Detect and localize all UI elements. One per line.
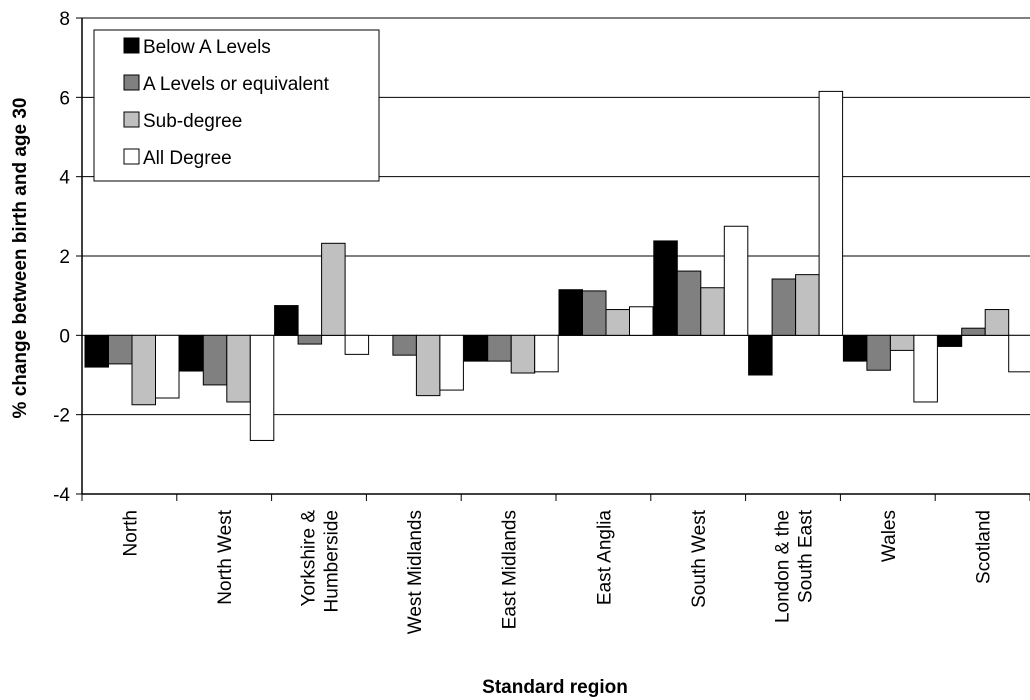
x-category-label-line: East Anglia <box>594 510 615 605</box>
legend-item: All Degree <box>123 148 232 169</box>
bar <box>1008 334 1030 373</box>
bar <box>179 334 204 372</box>
x-category-label: Scotland <box>974 510 995 584</box>
bar <box>748 334 773 376</box>
bar <box>795 274 820 336</box>
x-category-label-line: North West <box>215 509 236 604</box>
bar <box>961 327 986 336</box>
axes <box>76 17 1030 501</box>
bar <box>582 290 607 336</box>
legend-label: A Levels or equivalent <box>143 74 330 95</box>
legend-box <box>93 29 380 182</box>
legend-item: A Levels or equivalent <box>123 74 330 95</box>
legend: Below A Levels A Levels or equivalent Sub-… <box>93 29 380 182</box>
bar <box>913 334 938 403</box>
y-tick-label: 0 <box>59 326 70 347</box>
x-category-label-line: South West <box>689 509 710 608</box>
x-category-label-line: Humberside <box>322 510 343 612</box>
bar <box>629 306 654 336</box>
bar <box>463 334 489 362</box>
bar <box>510 334 536 374</box>
x-category-label-line: South East <box>796 509 817 603</box>
bar <box>818 90 844 336</box>
y-tick-label: 8 <box>59 9 70 30</box>
bar <box>937 334 963 347</box>
x-axis-title: Standard region <box>482 677 628 698</box>
bar <box>108 334 133 365</box>
x-category-label: East Anglia <box>594 510 615 605</box>
legend-swatch <box>123 111 140 128</box>
bar <box>534 334 559 373</box>
bar <box>297 334 323 345</box>
bar <box>155 334 180 399</box>
bar <box>653 240 678 336</box>
x-category-label: West Midlands <box>405 510 426 634</box>
y-tick-labels: -4 -2 0 2 4 6 8 <box>53 9 70 506</box>
bar <box>866 334 891 371</box>
bar <box>605 309 630 336</box>
x-category-label: Wales <box>879 510 900 562</box>
bar <box>700 287 725 336</box>
y-axis-title: % change between birth and age 30 <box>10 98 31 419</box>
bar <box>723 225 749 336</box>
bar <box>984 309 1010 336</box>
x-category-label-line: West Midlands <box>405 510 426 634</box>
bar <box>842 334 868 362</box>
x-category-label: North <box>120 510 141 556</box>
bar <box>392 334 417 356</box>
x-category-label: North West <box>215 509 236 604</box>
legend-item: Sub-degree <box>123 111 242 132</box>
bar <box>415 334 441 397</box>
x-category-labels: North North West Yorkshire & Humberside West… <box>120 509 994 634</box>
bar <box>771 278 797 336</box>
y-tick-label: -4 <box>53 485 70 506</box>
legend-item: Below A Levels <box>123 37 271 58</box>
bar <box>439 334 464 391</box>
legend-label: All Degree <box>143 148 232 169</box>
x-category-label: London & the South East <box>773 509 817 623</box>
bar <box>889 334 915 351</box>
bar <box>131 334 156 406</box>
bar <box>558 289 583 336</box>
legend-swatch <box>123 74 140 91</box>
bar <box>84 334 109 368</box>
bars <box>84 90 1030 441</box>
x-category-label-line: East Midlands <box>500 510 521 629</box>
bar <box>344 334 370 355</box>
x-category-label-line: Yorkshire & <box>299 510 320 607</box>
bar <box>487 334 512 362</box>
y-tick-label: -2 <box>53 406 70 427</box>
legend-label: Below A Levels <box>143 37 271 58</box>
y-tick-label: 2 <box>59 247 70 268</box>
legend-swatch <box>123 148 140 165</box>
bar <box>274 305 299 336</box>
y-tick-label: 4 <box>59 168 70 189</box>
y-tick-label: 6 <box>59 88 70 109</box>
bar <box>321 242 346 336</box>
x-category-label-line: London & the <box>773 510 794 623</box>
x-category-label: South West <box>689 509 710 608</box>
x-category-label: Yorkshire & Humberside <box>299 510 343 613</box>
bar <box>249 334 275 441</box>
bar <box>676 270 702 336</box>
bar <box>202 334 228 386</box>
legend-swatch <box>123 37 140 54</box>
x-category-label-line: Wales <box>879 510 900 562</box>
x-category-label: East Midlands <box>500 510 521 629</box>
legend-label: Sub-degree <box>143 111 242 132</box>
bar <box>226 334 251 403</box>
x-category-label-line: Scotland <box>974 510 995 584</box>
x-category-label-line: North <box>120 510 141 556</box>
